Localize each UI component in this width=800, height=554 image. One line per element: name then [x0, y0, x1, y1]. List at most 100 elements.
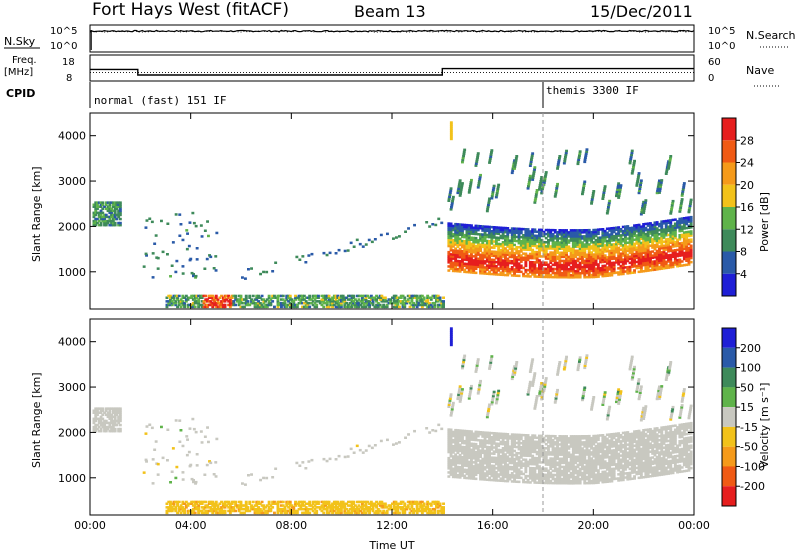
- power-cell: [327, 305, 331, 309]
- velocity-cell: [514, 365, 518, 368]
- power-cell: [435, 294, 438, 298]
- power-cell: [619, 272, 623, 276]
- velocity-cell: [465, 436, 469, 439]
- power-cell: [504, 265, 507, 269]
- velocity-cell: [461, 366, 464, 370]
- power-cell: [454, 257, 458, 261]
- velocity-cell: [474, 436, 478, 440]
- power-cell: [535, 255, 539, 258]
- power-cell: [271, 270, 275, 273]
- power-cell: [494, 230, 498, 233]
- power-cell: [587, 235, 591, 238]
- power-cell: [592, 257, 596, 260]
- power-cell: [644, 261, 648, 264]
- power-cell: [567, 263, 571, 267]
- power-cell: [276, 301, 280, 305]
- power-cell: [470, 267, 473, 270]
- velocity-cell: [504, 465, 507, 468]
- power-cell: [97, 223, 101, 227]
- power-cell: [467, 234, 471, 237]
- power-cell: [385, 303, 389, 307]
- power-cell: [513, 262, 516, 265]
- power-cell: [560, 241, 564, 244]
- power-cell: [181, 300, 185, 303]
- power-cell: [603, 187, 607, 190]
- power-cell: [565, 259, 568, 263]
- power-cell: [492, 240, 496, 243]
- power-cell: [417, 296, 421, 299]
- power-cell: [676, 258, 679, 262]
- velocity-cell: [540, 453, 544, 456]
- power-cell: [436, 296, 440, 299]
- power-cell: [488, 244, 491, 247]
- velocity-cell: [587, 441, 591, 444]
- velocity-cell: [526, 393, 530, 396]
- velocity-cell: [538, 473, 541, 476]
- power-cell: [558, 273, 562, 277]
- velocity-cell: [567, 463, 571, 467]
- power-cell: [603, 266, 607, 269]
- power-cell: [379, 233, 383, 237]
- power-cell: [382, 300, 386, 303]
- power-cell: [207, 296, 211, 299]
- power-cell: [639, 235, 643, 239]
- power-cell: [472, 246, 476, 250]
- power-cell: [511, 169, 515, 172]
- velocity-cell: [565, 355, 568, 359]
- power-cell: [396, 300, 400, 303]
- velocity-cell: [544, 442, 548, 446]
- velocity-cell: [506, 463, 510, 467]
- velocity-cell: [565, 482, 568, 485]
- power-cell: [582, 186, 585, 190]
- power-cell: [454, 224, 458, 228]
- power-cell: [549, 269, 553, 273]
- power-cell: [547, 265, 550, 269]
- power-cell: [420, 301, 424, 305]
- velocity-cell: [485, 435, 489, 439]
- velocity-cell: [501, 461, 505, 464]
- power-cell: [576, 249, 580, 252]
- power-cell: [218, 303, 222, 307]
- power-cell: [676, 224, 679, 227]
- power-cell: [664, 256, 668, 259]
- velocity-cell: [492, 452, 496, 455]
- velocity-cell: [531, 446, 535, 449]
- power-cell: [97, 201, 101, 204]
- power-cell: [463, 235, 467, 239]
- velocity-cell: [449, 432, 453, 436]
- power-cell: [236, 298, 239, 301]
- velocity-cell: [490, 474, 494, 478]
- velocity-cell: [469, 387, 473, 390]
- power-cell: [336, 296, 340, 299]
- power-cell: [287, 303, 290, 307]
- velocity-cell: [531, 380, 535, 383]
- colorbar-tick-label: 28: [740, 134, 754, 147]
- power-cell: [526, 256, 530, 260]
- velocity-cell: [528, 460, 532, 464]
- power-cell: [619, 248, 623, 251]
- power-cell: [236, 300, 239, 303]
- velocity-cell: [485, 464, 489, 467]
- power-cell: [583, 158, 587, 161]
- power-cell: [451, 265, 455, 269]
- velocity-cell: [577, 362, 581, 365]
- power-cell: [660, 263, 664, 266]
- power-cell: [624, 241, 627, 245]
- power-cell: [605, 266, 609, 269]
- power-cell: [560, 235, 564, 238]
- power-cell: [689, 224, 693, 227]
- power-cell: [407, 227, 410, 230]
- power-cell: [449, 228, 453, 232]
- velocity-cell: [515, 451, 519, 455]
- power-cell: [608, 251, 612, 255]
- velocity-cell: [492, 440, 496, 443]
- power-cell: [576, 235, 580, 238]
- velocity-cell: [533, 444, 537, 448]
- velocity-cell: [479, 467, 482, 471]
- power-cell: [617, 238, 621, 241]
- power-cell: [616, 188, 619, 191]
- velocity-cell: [577, 364, 581, 367]
- power-cell: [94, 203, 98, 206]
- power-cell: [380, 300, 384, 303]
- power-cell: [657, 181, 661, 184]
